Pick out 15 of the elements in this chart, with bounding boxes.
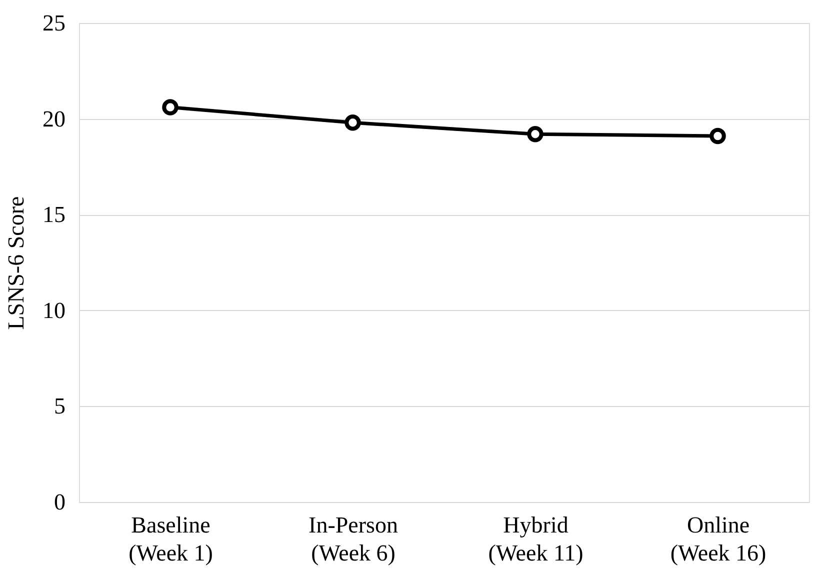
point [344, 114, 361, 131]
point [710, 128, 726, 144]
x-tick-label: In-Person (Week 6) [308, 512, 398, 566]
y-tick-label: 20 [42, 106, 66, 132]
x-tick-label: Hybrid (Week 11) [488, 512, 584, 566]
x-tick-label: Baseline (Week 1) [128, 512, 213, 566]
y-tick-label: 15 [42, 202, 66, 228]
point [162, 99, 178, 116]
point [527, 126, 544, 142]
y-tick-label: 25 [42, 10, 66, 36]
y-tick-label: 10 [42, 298, 66, 323]
y-tick-label: 0 [54, 490, 66, 514]
x-tick-label: Online (Week 16) [670, 512, 766, 566]
y-axis-title: LSNS-6 Score [4, 196, 28, 330]
y-tick-label: 5 [54, 394, 66, 419]
